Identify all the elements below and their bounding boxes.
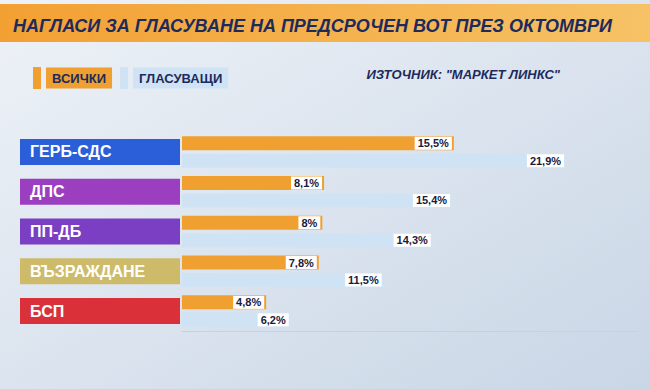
svg-text:8,1%: 8,1%	[294, 177, 319, 189]
svg-text:ГЕРБ-СДС: ГЕРБ-СДС	[30, 143, 112, 160]
svg-text:ГЛАСУВАЩИ: ГЛАСУВАЩИ	[139, 71, 222, 86]
svg-text:11,5%: 11,5%	[348, 274, 379, 286]
svg-text:14,3%: 14,3%	[397, 234, 428, 246]
svg-text:ВСИЧКИ: ВСИЧКИ	[52, 71, 106, 86]
svg-text:8%: 8%	[301, 217, 317, 229]
svg-text:ПП-ДБ: ПП-ДБ	[30, 223, 81, 240]
svg-text:15,5%: 15,5%	[418, 137, 449, 149]
svg-text:ИЗТОЧНИК: "МАРКЕТ ЛИНКС": ИЗТОЧНИК: "МАРКЕТ ЛИНКС"	[366, 67, 560, 82]
svg-text:4,8%: 4,8%	[236, 296, 261, 308]
svg-text:ВЪЗРАЖДАНЕ: ВЪЗРАЖДАНЕ	[30, 263, 145, 280]
svg-text:6,2%: 6,2%	[261, 314, 286, 326]
svg-text:БСП: БСП	[30, 303, 64, 320]
svg-text:7,8%: 7,8%	[289, 257, 314, 269]
svg-text:15,4%: 15,4%	[416, 194, 447, 206]
svg-text:21,9%: 21,9%	[530, 155, 561, 167]
svg-text:ДПС: ДПС	[30, 183, 65, 200]
svg-text:НАГЛАСИ ЗА ГЛАСУВАНЕ НА ПРЕДСР: НАГЛАСИ ЗА ГЛАСУВАНЕ НА ПРЕДСРОЧЕН ВОТ П…	[13, 16, 613, 36]
